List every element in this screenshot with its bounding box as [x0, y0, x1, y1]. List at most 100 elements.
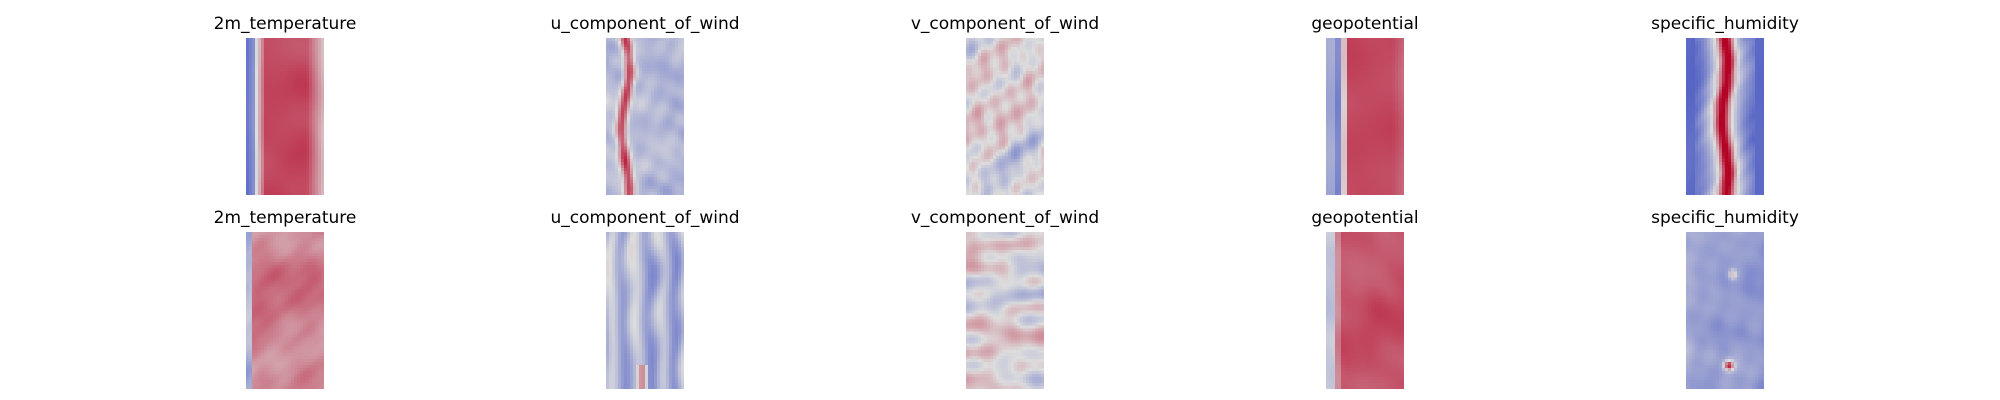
- heatmap-cell: [993, 119, 997, 123]
- heatmap-cell: [651, 50, 655, 54]
- heatmap-cell: [1371, 143, 1375, 147]
- heatmap-cell: [1365, 65, 1369, 69]
- heatmap-cell: [672, 80, 676, 84]
- heatmap-cell: [1350, 50, 1354, 54]
- heatmap-cell: [651, 86, 655, 90]
- heatmap-cell: [666, 41, 670, 45]
- heatmap-cell: [282, 104, 286, 108]
- heatmap-cell: [993, 65, 997, 69]
- heatmap-cell: [654, 149, 658, 154]
- heatmap-cell: [990, 146, 994, 151]
- heatmap-cell: [672, 131, 676, 135]
- heatmap-cell: [1008, 125, 1012, 129]
- heatmap-cell: [987, 128, 991, 132]
- heatmap-cell: [996, 185, 1000, 190]
- heatmap-cell: [969, 140, 973, 144]
- heatmap-cell: [630, 86, 634, 90]
- heatmap-cell: [618, 179, 622, 184]
- heatmap-cell: [249, 44, 253, 48]
- heatmap-cell: [267, 113, 271, 117]
- heatmap-cell: [612, 44, 616, 48]
- heatmap-cell: [1362, 65, 1366, 69]
- heatmap-cell: [297, 164, 301, 169]
- heatmap-cell: [966, 95, 970, 99]
- heatmap-cell: [1032, 182, 1036, 187]
- heatmap-cell: [651, 176, 655, 181]
- heatmap-cell: [618, 89, 622, 93]
- heatmap-cell: [1014, 179, 1018, 184]
- heatmap-cell: [660, 83, 664, 87]
- heatmap-cell: [318, 59, 322, 63]
- heatmap-cell: [627, 170, 631, 175]
- heatmap-cell: [672, 71, 676, 75]
- heatmap-cell: [1380, 98, 1384, 102]
- heatmap-cell: [657, 62, 661, 66]
- heatmap-cell: [630, 140, 634, 144]
- heatmap-cell: [312, 143, 316, 147]
- heatmap-cell: [639, 62, 643, 66]
- heatmap-cell: [999, 149, 1003, 154]
- heatmap-cell: [975, 191, 979, 195]
- heatmap-cell: [627, 164, 631, 169]
- heatmap-cell: [978, 89, 982, 93]
- heatmap-cell: [246, 104, 250, 108]
- heatmap-cell: [651, 161, 655, 166]
- heatmap-cell: [972, 44, 976, 48]
- heatmap-cell: [246, 188, 250, 193]
- heatmap-cell: [630, 185, 634, 190]
- heatmap-cell: [1356, 65, 1360, 69]
- heatmap-cell: [276, 68, 280, 72]
- heatmap-cell: [318, 74, 322, 78]
- heatmap-cell: [999, 140, 1003, 144]
- heatmap-cell: [990, 47, 994, 51]
- heatmap-cell: [255, 185, 259, 190]
- heatmap-cell: [1377, 80, 1381, 84]
- heatmap-cell: [273, 56, 277, 60]
- heatmap-cell: [1008, 74, 1012, 78]
- heatmap-cell: [270, 53, 274, 57]
- heatmap-cell: [1395, 122, 1399, 126]
- heatmap-cell: [657, 104, 661, 108]
- heatmap-cell: [648, 125, 652, 129]
- heatmap-cell: [288, 137, 292, 141]
- heatmap-cell: [612, 89, 616, 93]
- heatmap-cell: [987, 134, 991, 138]
- heatmap-cell: [303, 110, 307, 114]
- heatmap-cell: [663, 176, 667, 181]
- heatmap-cell: [633, 104, 637, 108]
- heatmap-cell: [660, 113, 664, 117]
- heatmap-cell: [981, 122, 985, 126]
- heatmap-cell: [1329, 41, 1333, 45]
- heatmap-cell: [987, 47, 991, 51]
- heatmap-cell: [651, 107, 655, 111]
- heatmap-cell: [1368, 59, 1372, 63]
- heatmap-cell: [1380, 137, 1384, 141]
- heatmap-cell: [1401, 38, 1404, 42]
- heatmap-cell: [984, 47, 988, 51]
- heatmap-cell: [1008, 50, 1012, 54]
- heatmap-cell: [1380, 56, 1384, 60]
- heatmap-cell: [681, 86, 684, 90]
- heatmap-cell: [306, 65, 310, 69]
- heatmap-cell: [315, 89, 319, 93]
- heatmap-cell: [987, 41, 991, 45]
- heatmap-cell: [996, 176, 1000, 181]
- heatmap-cell: [972, 62, 976, 66]
- heatmap-cell: [627, 137, 631, 141]
- heatmap-cell: [1029, 59, 1033, 63]
- heatmap-cell: [246, 38, 250, 42]
- heatmap-cell: [294, 182, 298, 187]
- heatmap-cell: [264, 131, 268, 135]
- heatmap-cell: [297, 83, 301, 87]
- heatmap-cell: [267, 95, 271, 99]
- heatmap-cell: [990, 107, 994, 111]
- heatmap-cell: [975, 185, 979, 190]
- heatmap-cell: [1029, 62, 1033, 66]
- heatmap-cell: [1353, 62, 1357, 66]
- heatmap-cell: [1386, 38, 1390, 42]
- heatmap-cell: [657, 71, 661, 75]
- heatmap-cell: [1344, 131, 1348, 135]
- heatmap-cell: [1041, 53, 1044, 57]
- heatmap-cell: [618, 137, 622, 141]
- heatmap-cell: [1002, 176, 1006, 181]
